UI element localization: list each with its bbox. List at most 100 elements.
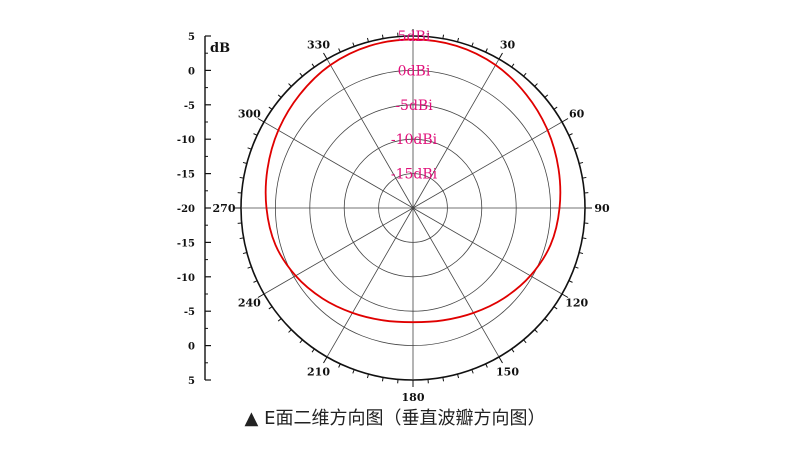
ring-label: -10dBi — [391, 132, 438, 148]
angle-tick — [352, 369, 355, 374]
angle-tick — [561, 118, 569, 123]
radial-spoke — [412, 121, 563, 209]
label-layer: 30 60 90 120 150 180 210 240 270 300 330 5dBi 0dBi -5… — [213, 29, 610, 404]
angle-label: 30 — [500, 38, 516, 51]
angle-tick — [257, 118, 265, 123]
left-axis-tick-label: 5 — [188, 32, 195, 43]
radial-spoke — [412, 207, 500, 358]
figure-caption: ▲ E面二维方向图（垂直波瓣方向图） — [244, 408, 546, 429]
angle-tick — [381, 377, 384, 382]
angle-tick — [247, 266, 252, 269]
angle-tick — [366, 374, 369, 379]
angle-tick — [511, 348, 515, 353]
radial-spoke — [412, 58, 500, 209]
angle-tick — [485, 48, 488, 53]
angle-tick — [457, 374, 460, 379]
angle-tick — [277, 94, 282, 98]
angle-tick — [311, 348, 315, 353]
angle-tick — [352, 42, 355, 47]
angle-label: 270 — [213, 202, 236, 215]
angle-tick — [485, 363, 488, 368]
angle-tick — [338, 363, 341, 368]
radial-spoke — [326, 58, 414, 209]
angle-tick — [561, 293, 569, 298]
angle-tick — [323, 52, 328, 60]
angle-tick — [299, 72, 303, 77]
left-axis-tick-label: -10 — [177, 135, 195, 146]
angle-tick — [288, 83, 292, 87]
angle-tick — [582, 176, 587, 179]
series-trace-layer — [264, 38, 562, 324]
angle-tick — [257, 293, 265, 298]
angle-tick — [553, 306, 558, 310]
angle-tick — [471, 42, 474, 47]
left-axis-tick-label: -10 — [177, 273, 195, 284]
polar-grid — [234, 29, 592, 387]
angle-label: 60 — [569, 108, 585, 121]
angle-tick — [242, 161, 247, 164]
angle-tick — [253, 280, 258, 283]
angle-label: 210 — [307, 366, 330, 379]
angle-tick — [544, 94, 549, 98]
angle-tick — [523, 339, 527, 344]
radial-spoke — [412, 207, 563, 295]
ring-label: 0dBi — [398, 63, 431, 79]
radial-spoke — [263, 121, 414, 209]
angle-label: 240 — [238, 297, 261, 310]
angle-tick — [366, 37, 369, 42]
left-axis-tick-label: 0 — [188, 66, 195, 77]
angle-tick — [457, 37, 460, 42]
angle-tick — [247, 147, 252, 150]
angle-label: 300 — [238, 108, 261, 121]
left-axis-tick-label: 0 — [188, 342, 195, 353]
left-axis-tick-label: -15 — [177, 238, 195, 249]
angle-label: 120 — [565, 297, 588, 310]
angle-tick — [574, 147, 579, 150]
angle-tick — [568, 280, 573, 283]
angle-tick — [323, 356, 328, 364]
angle-tick — [288, 329, 292, 333]
angle-tick — [242, 252, 247, 255]
angle-tick — [239, 176, 244, 179]
angle-tick — [311, 63, 315, 68]
angle-label: 150 — [496, 366, 519, 379]
angle-tick — [268, 306, 273, 310]
angle-tick — [498, 356, 503, 364]
left-axis-tick-label: 5 — [188, 376, 195, 387]
left-axis-tick-label: -5 — [184, 307, 195, 318]
radial-spoke — [263, 207, 414, 295]
angle-label: 330 — [307, 38, 330, 51]
angle-tick — [553, 106, 558, 110]
ring-label: -5dBi — [395, 98, 433, 114]
angle-tick — [498, 52, 503, 60]
angle-tick — [239, 237, 244, 240]
angle-label: 180 — [402, 391, 425, 404]
left-radial-axis: 5 0 -5 -10 -15 -20 -15 -10 -5 0 5 — [177, 32, 211, 387]
ring-label: -15dBi — [391, 167, 438, 183]
angle-tick — [277, 318, 282, 322]
angle-tick — [582, 237, 587, 240]
radial-spoke — [326, 207, 414, 358]
left-axis-tick-label: -20 — [177, 204, 195, 215]
angle-tick — [579, 161, 584, 164]
angle-tick — [442, 377, 445, 382]
angle-tick — [534, 83, 538, 87]
series-line — [264, 38, 562, 324]
angle-tick — [568, 133, 573, 136]
angle-tick — [534, 329, 538, 333]
angle-tick — [442, 34, 445, 39]
left-axis-tick-label: -5 — [184, 101, 195, 112]
angle-tick — [544, 318, 549, 322]
angle-tick — [574, 266, 579, 269]
angle-tick — [268, 106, 273, 110]
left-axis-tick-label: -15 — [177, 170, 195, 181]
angle-tick — [253, 133, 258, 136]
angle-tick — [579, 252, 584, 255]
angle-tick — [523, 72, 527, 77]
ring-label: 5dBi — [398, 29, 431, 45]
angle-label: 90 — [594, 202, 610, 215]
angle-tick — [511, 63, 515, 68]
angle-tick — [299, 339, 303, 344]
radial-unit-label: dB — [210, 41, 230, 56]
